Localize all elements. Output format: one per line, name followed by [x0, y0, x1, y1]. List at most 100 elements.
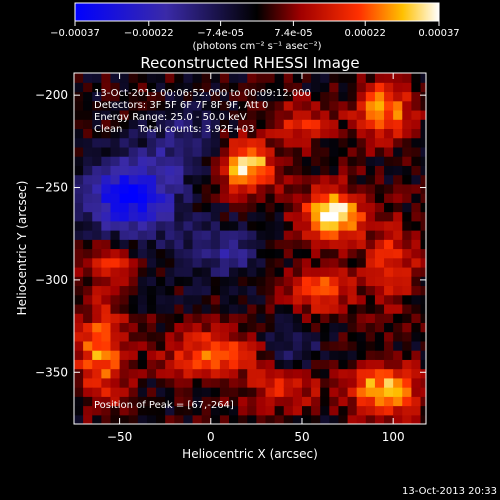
heatmap-cell — [210, 128, 221, 139]
heatmap-cell — [201, 230, 212, 240]
heatmap-cell — [137, 165, 148, 176]
heatmap-cell — [393, 91, 403, 102]
heatmap-cell — [238, 137, 248, 148]
heatmap-cell — [256, 230, 267, 240]
heatmap-cell — [201, 73, 212, 83]
heatmap-cell — [301, 340, 312, 351]
heatmap-cell — [165, 368, 175, 379]
heatmap-cell — [174, 165, 185, 176]
heatmap-cell — [338, 183, 349, 194]
heatmap-cell — [192, 109, 203, 120]
heatmap-cell — [311, 183, 321, 194]
heatmap-cell — [229, 193, 239, 203]
heatmap-cell — [128, 285, 139, 296]
heatmap-cell — [83, 230, 93, 240]
heatmap-cell — [146, 266, 157, 277]
heatmap-cell — [174, 331, 185, 342]
heatmap-cell — [174, 313, 185, 323]
heatmap-cell — [219, 193, 230, 203]
heatmap-cell — [128, 340, 139, 351]
heatmap-cell — [311, 156, 321, 166]
heatmap-cell — [219, 91, 230, 102]
heatmap-cell — [229, 137, 239, 148]
heatmap-cell — [156, 109, 166, 120]
heatmap-cell — [420, 146, 426, 157]
heatmap-cell — [156, 340, 166, 351]
heatmap-cell — [201, 396, 212, 407]
heatmap-cell — [365, 239, 376, 250]
heatmap-cell — [192, 257, 203, 268]
heatmap-cell — [256, 174, 267, 185]
heatmap-cell — [393, 368, 403, 379]
heatmap-cell — [156, 405, 166, 416]
heatmap-cell — [374, 285, 385, 296]
heatmap-cell — [110, 303, 121, 314]
heatmap-cell — [101, 100, 112, 111]
heatmap-cell — [183, 220, 194, 231]
heatmap-cell — [329, 183, 340, 194]
heatmap-cell — [146, 276, 157, 287]
heatmap-cell — [283, 350, 294, 360]
heatmap-cell — [119, 165, 130, 176]
heatmap-cell — [301, 313, 312, 323]
heatmap-cell — [128, 183, 139, 194]
heatmap-cell — [374, 313, 385, 323]
heatmap-cell — [256, 119, 267, 130]
heatmap-cell — [384, 368, 394, 379]
heatmap-cell — [165, 285, 175, 296]
heatmap-cell — [384, 350, 394, 360]
heatmap-cell — [128, 174, 139, 185]
heatmap-cell — [256, 350, 267, 360]
heatmap-cell — [210, 193, 221, 203]
heatmap-cell — [411, 266, 422, 277]
heatmap-cell — [165, 303, 175, 314]
heatmap-cell — [256, 396, 267, 407]
heatmap-cell — [229, 377, 239, 388]
heatmap-cell — [183, 100, 194, 111]
heatmap-cell — [247, 239, 257, 250]
heatmap-cell — [119, 73, 130, 83]
heatmap-cell — [329, 350, 340, 360]
heatmap-cell — [329, 146, 340, 157]
heatmap-cell — [393, 193, 403, 203]
heatmap-cell — [311, 313, 321, 323]
heatmap-cell — [110, 387, 121, 397]
heatmap-cell — [356, 165, 367, 176]
heatmap-cell — [219, 303, 230, 314]
heatmap-cell — [411, 377, 422, 388]
heatmap-cell — [219, 146, 230, 157]
heatmap-cell — [247, 257, 257, 268]
heatmap-cell — [238, 414, 248, 424]
heatmap-cell — [320, 91, 330, 102]
heatmap-cell — [402, 100, 413, 111]
heatmap-cell — [183, 137, 194, 148]
heatmap-cell — [256, 248, 267, 259]
heatmap-cell — [174, 396, 185, 407]
heatmap-cell — [402, 174, 413, 185]
heatmap-cell — [229, 156, 239, 166]
heatmap-cell — [174, 303, 185, 314]
heatmap-cell — [219, 276, 230, 287]
heatmap-cell — [393, 257, 403, 268]
heatmap-cell — [247, 82, 257, 93]
heatmap-cell — [402, 266, 413, 277]
heatmap-cell — [165, 119, 175, 130]
heatmap-cell — [301, 322, 312, 333]
heatmap-cell — [165, 137, 175, 148]
heatmap-cell — [320, 414, 330, 424]
heatmap-cell — [174, 239, 185, 250]
heatmap-cell — [101, 91, 112, 102]
heatmap-cell — [137, 137, 148, 148]
colorbar-tick-label: −0.00037 — [50, 28, 100, 39]
heatmap-cell — [365, 82, 376, 93]
heatmap-cell — [128, 359, 139, 370]
heatmap-cell — [301, 230, 312, 240]
heatmap-cell — [110, 128, 121, 139]
heatmap-cell — [210, 322, 221, 333]
heatmap-cell — [292, 414, 303, 424]
heatmap-cell — [192, 137, 203, 148]
heatmap-cell — [256, 137, 267, 148]
heatmap-cell — [320, 266, 330, 277]
y-tick-label: −300 — [35, 273, 68, 287]
heatmap-cell — [156, 82, 166, 93]
